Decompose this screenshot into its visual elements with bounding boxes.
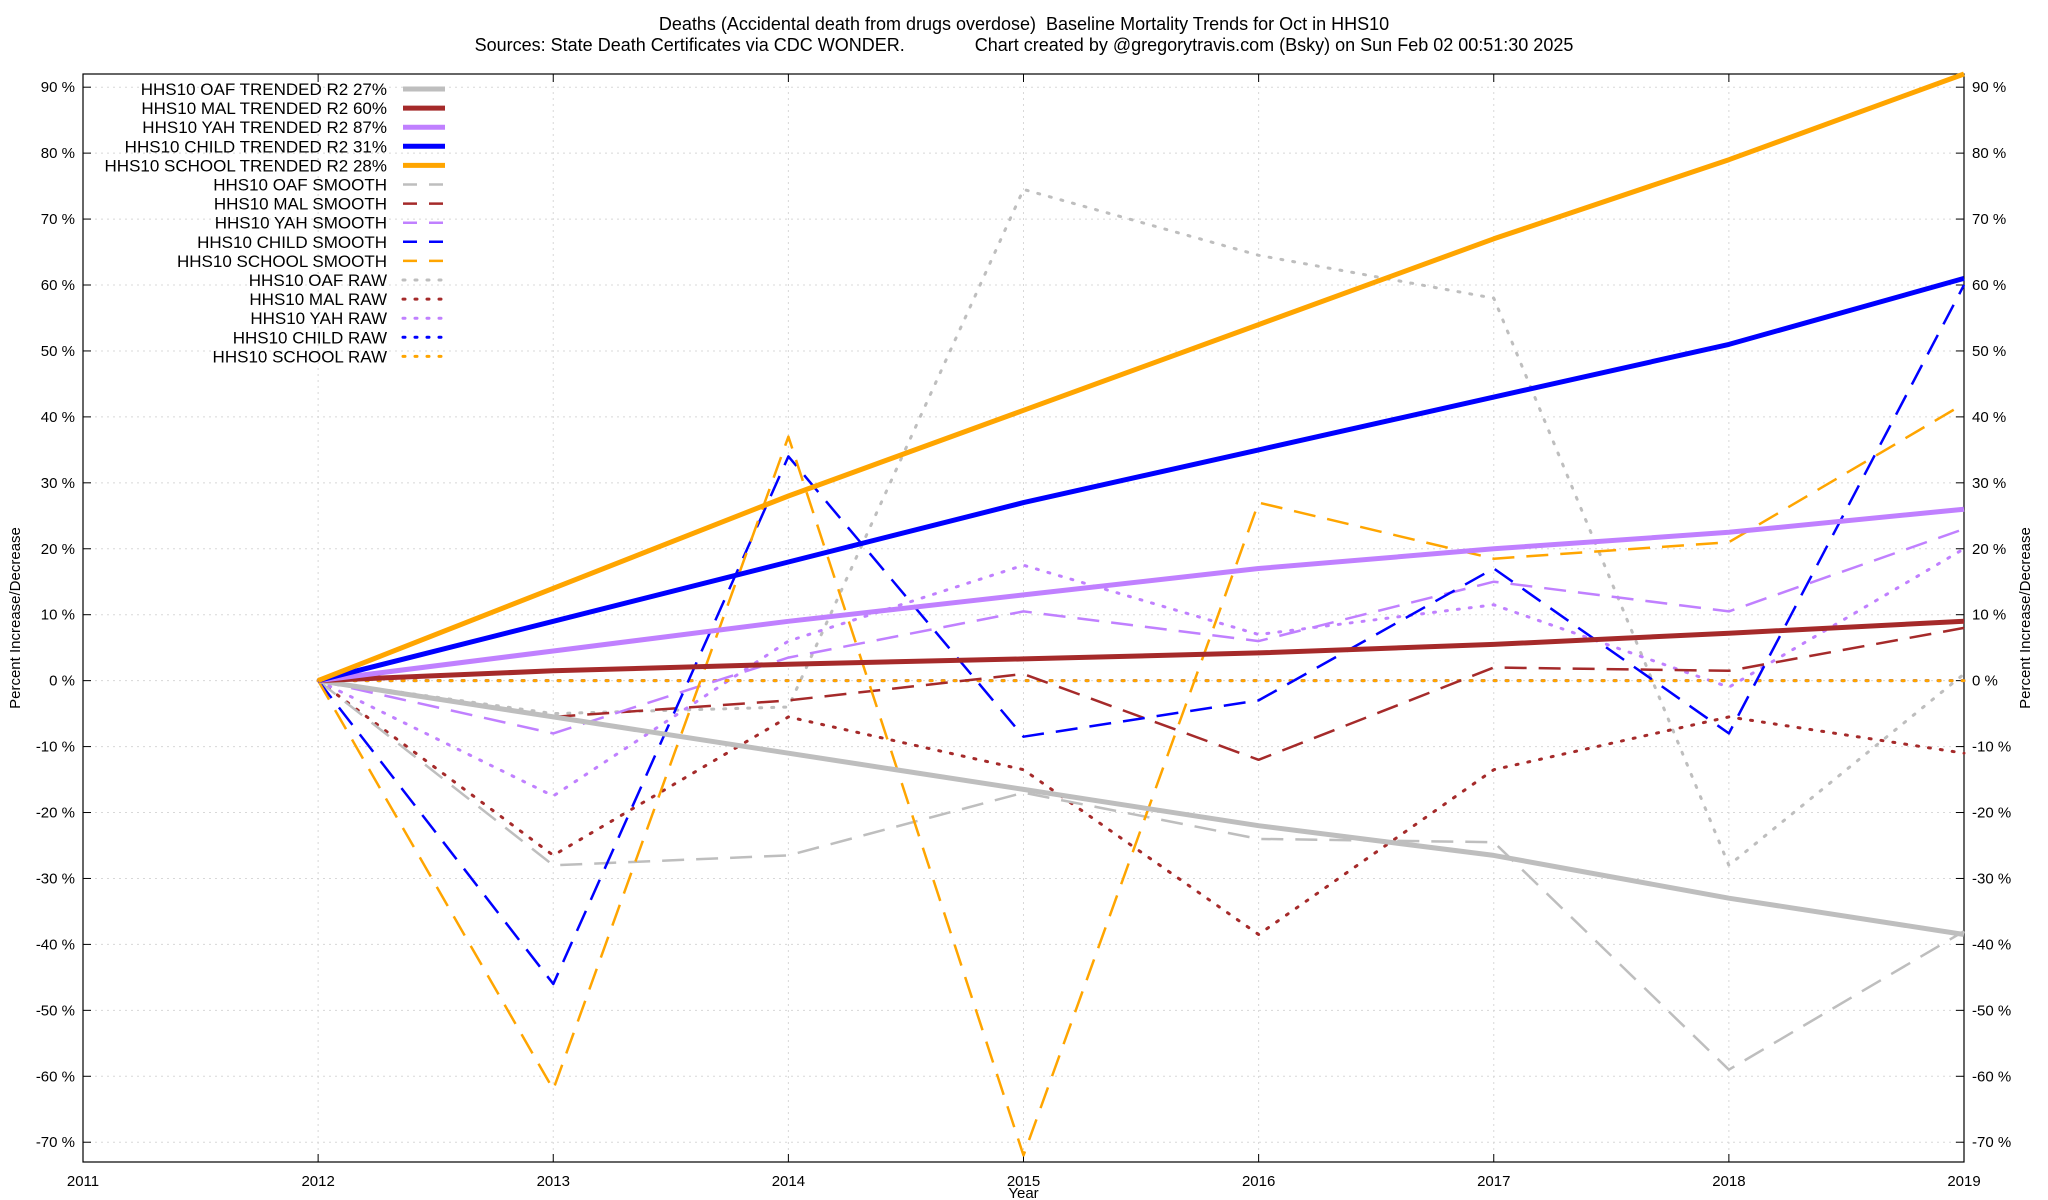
series-hhs10-mal-raw: [316, 679, 1966, 936]
y2-tick-label: 70 %: [1972, 211, 2006, 228]
y-tick-label: 70 %: [41, 211, 75, 228]
y-tick-label: -10 %: [36, 739, 75, 756]
x-tick-label: 2019: [1947, 1173, 1980, 1190]
y-tick-label: -20 %: [36, 805, 75, 822]
legend-label: HHS10 SCHOOL RAW: [213, 347, 387, 366]
series-hhs10-yah-smooth: [317, 527, 1965, 735]
x-tick-label: 2011: [67, 1173, 99, 1190]
legend-label: HHS10 MAL SMOOTH: [214, 195, 387, 214]
legend-layer: HHS10 OAF TRENDED R2 27%HHS10 MAL TRENDE…: [105, 80, 447, 366]
series-hhs10-school-smooth: [317, 402, 1965, 1157]
y-tick-label: -40 %: [36, 936, 75, 953]
y2-tick-label: 30 %: [1972, 475, 2006, 492]
y-axis-label: Percent Increase/Decrease: [7, 527, 24, 709]
y-tick-label: 10 %: [41, 607, 75, 624]
x-tick-label: 2015: [1007, 1173, 1040, 1190]
legend-label: HHS10 CHILD SMOOTH: [197, 233, 387, 252]
legend-label: HHS10 CHILD RAW: [233, 328, 387, 347]
y2-tick-label: -60 %: [1972, 1068, 2011, 1085]
legend-label: HHS10 OAF SMOOTH: [213, 176, 387, 195]
y-tick-label: 0 %: [49, 673, 75, 690]
legend-label: HHS10 OAF TRENDED R2 27%: [141, 80, 387, 99]
y2-tick-label: 50 %: [1972, 343, 2006, 360]
y-tick-label: 60 %: [41, 277, 75, 294]
legend-label: HHS10 YAH TRENDED R2 87%: [142, 118, 387, 137]
y-tick-label: 50 %: [41, 343, 75, 360]
y2-axis-label: Percent Increase/Decrease: [2017, 527, 2034, 709]
y2-tick-label: 0 %: [1972, 673, 1998, 690]
series-hhs10-school-trended-r2-28: [317, 71, 1965, 683]
y2-tick-label: -30 %: [1972, 870, 2011, 887]
axis-layer: 2011 2012 2013 2014 2015 2016 2017 2018 2019 90 %…: [7, 73, 2034, 1200]
y2-tick-label: -10 %: [1972, 739, 2011, 756]
x-axis-label: Year: [1008, 1185, 1038, 1200]
legend-label: HHS10 MAL RAW: [249, 290, 387, 309]
y2-tick-label: 90 %: [1972, 79, 2006, 96]
y2-tick-label: 10 %: [1972, 607, 2006, 624]
y-tick-label: -60 %: [36, 1068, 75, 1085]
series-hhs10-yah-trended-r2-87: [317, 506, 1965, 684]
y-tick-label: 30 %: [41, 475, 75, 492]
series-hhs10-mal-trended-r2-60: [317, 618, 1965, 684]
chart-title: Deaths (Accidental death from drugs over…: [658, 14, 1390, 34]
series-layer: [316, 71, 1966, 1157]
y2-tick-label: -20 %: [1972, 805, 2011, 822]
y-tick-label: 90 %: [41, 79, 75, 96]
legend-label: HHS10 SCHOOL SMOOTH: [177, 252, 387, 271]
y-tick-label: -50 %: [36, 1002, 75, 1019]
y2-tick-label: -70 %: [1972, 1134, 2011, 1151]
x-tick-label: 2016: [1242, 1173, 1275, 1190]
x-tick-label: 2013: [537, 1173, 570, 1190]
legend-label: HHS10 YAH RAW: [250, 309, 387, 328]
y2-tick-label: -40 %: [1972, 936, 2011, 953]
y2-tick-label: -50 %: [1972, 1002, 2011, 1019]
series-hhs10-child-trended-r2-31: [317, 275, 1965, 684]
y-tick-label: 40 %: [41, 409, 75, 426]
y2-tick-label: 60 %: [1972, 277, 2006, 294]
y2-tick-label: 20 %: [1972, 541, 2006, 558]
series-hhs10-mal-smooth: [317, 626, 1965, 762]
series-hhs10-oaf-smooth: [317, 679, 1965, 1071]
x-tick-label: 2014: [772, 1173, 805, 1190]
series-hhs10-child-smooth: [317, 284, 1966, 986]
y-tick-label: -30 %: [36, 870, 75, 887]
x-tick-label: 2017: [1477, 1173, 1510, 1190]
y-tick-label: 20 %: [41, 541, 75, 558]
series-hhs10-yah-raw: [316, 547, 1966, 798]
chart-subtitle: Sources: State Death Certificates via CD…: [474, 35, 1574, 55]
legend-label: HHS10 OAF RAW: [249, 271, 387, 290]
legend-label: HHS10 SCHOOL TRENDED R2 28%: [105, 156, 387, 175]
legend-label: HHS10 YAH SMOOTH: [215, 214, 387, 233]
legend-label: HHS10 MAL TRENDED R2 60%: [141, 99, 387, 118]
x-tick-label: 2018: [1712, 1173, 1745, 1190]
x-tick-label: 2012: [301, 1173, 334, 1190]
series-hhs10-oaf-raw: [316, 187, 1966, 867]
y-tick-label: -70 %: [36, 1134, 75, 1151]
y-tick-label: 80 %: [41, 145, 75, 162]
y2-tick-label: 80 %: [1972, 145, 2006, 162]
legend-label: HHS10 CHILD TRENDED R2 31%: [125, 137, 387, 156]
y2-tick-label: 40 %: [1972, 409, 2006, 426]
series-hhs10-oaf-trended-r2-27: [317, 678, 1965, 937]
